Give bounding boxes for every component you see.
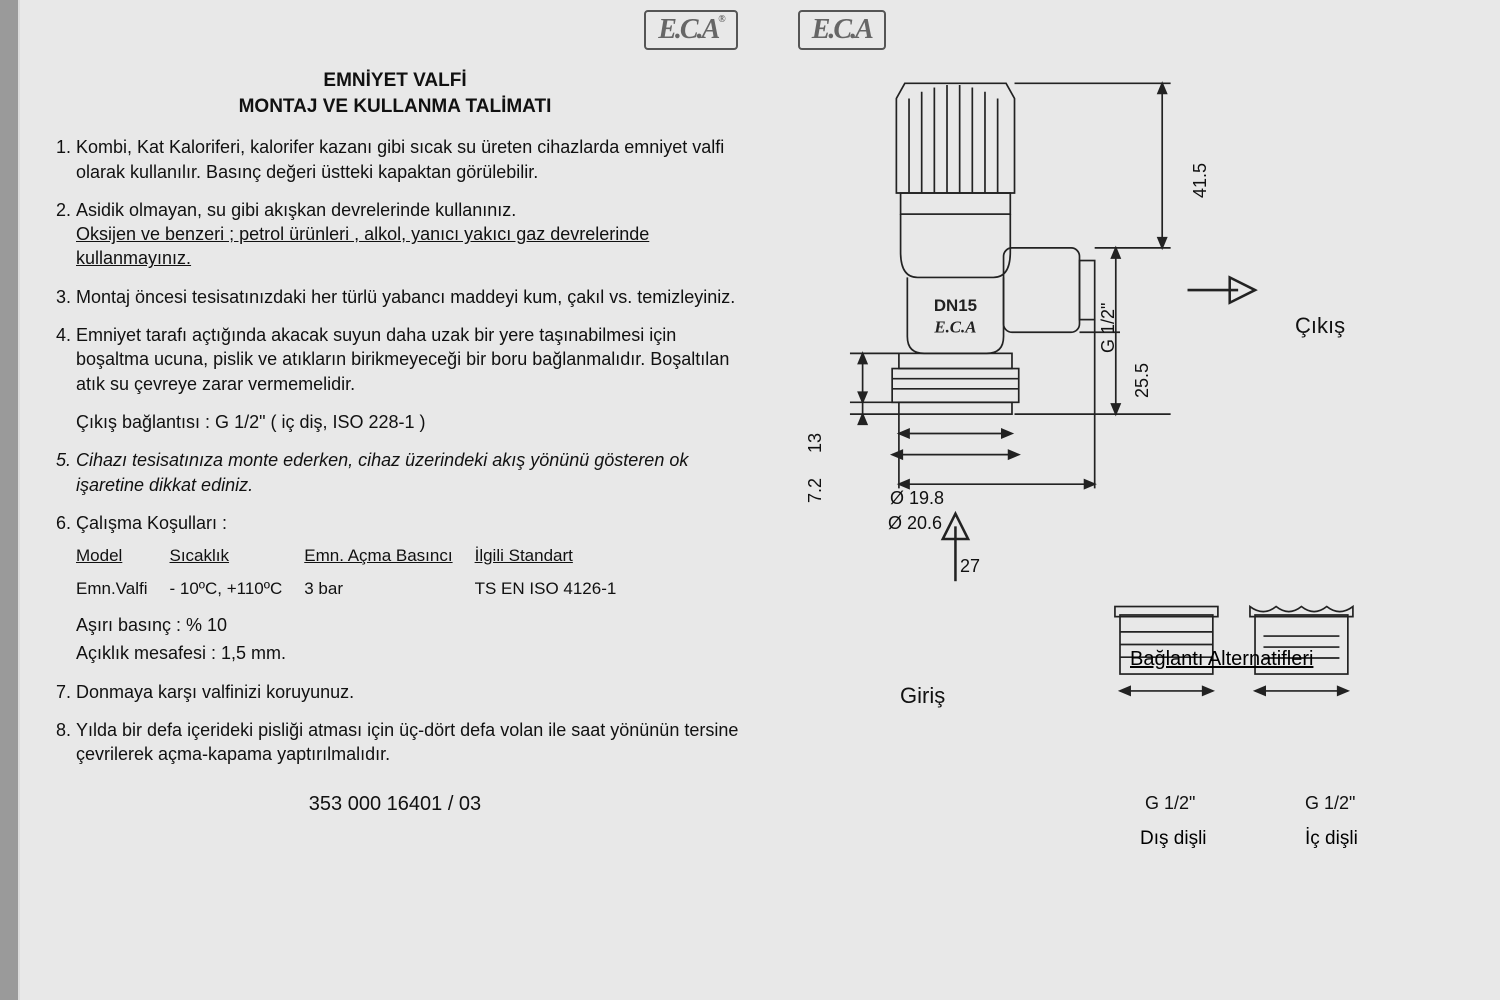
- spec-header-standard: İlgili Standart: [475, 543, 639, 570]
- part-number: 353 000 16401 / 03: [50, 791, 740, 818]
- spec-header-model: Model: [76, 543, 170, 570]
- spec-cell: 3 bar: [304, 576, 474, 603]
- conn-thread-label: G 1/2": [1145, 793, 1195, 814]
- logo-text: E.C.A: [812, 14, 872, 45]
- clearance-note: Açıklık mesafesi : 1,5 mm.: [76, 641, 740, 665]
- instruction-text: Montaj öncesi tesisatınızdaki her türlü …: [76, 287, 735, 307]
- diagram-column: DN15 E.C.A 41.5 25.5 G 1/2" 13 7.2 Ø 19.…: [760, 58, 1480, 818]
- brand-logo: E.C.A: [798, 10, 886, 50]
- page-edge: [0, 0, 18, 1000]
- spec-header-pressure: Emn. Açma Basıncı: [304, 543, 474, 570]
- spec-table: Model Sıcaklık Emn. Açma Basıncı İlgili …: [76, 543, 638, 603]
- instruction-item: Emniyet tarafı açtığında akacak suyun da…: [76, 323, 740, 396]
- valve-diagram: DN15 E.C.A: [760, 58, 1480, 818]
- body-brand: E.C.A: [933, 317, 976, 336]
- dim-diameter-1: Ø 19.8: [890, 488, 944, 509]
- instruction-text: Kombi, Kat Kaloriferi, kalorifer kazanı …: [76, 137, 724, 181]
- spec-cell: - 10ºC, +110ºC: [170, 576, 305, 603]
- instruction-item: Asidik olmayan, su gibi akışkan devreler…: [76, 198, 740, 271]
- instruction-text: Çalışma Koşulları :: [76, 513, 227, 533]
- outlet-label: Çıkış: [1295, 313, 1345, 339]
- title-line-2: MONTAJ VE KULLANMA TALİMATI: [50, 94, 740, 120]
- external-thread-label: Dış dişli: [1140, 828, 1207, 850]
- inlet-label: Giriş: [900, 683, 945, 709]
- spec-cell: TS EN ISO 4126-1: [475, 576, 639, 603]
- connection-alternatives-title: Bağlantı Alternatifleri: [1130, 648, 1313, 671]
- instruction-item: Cihazı tesisatınıza monte ederken, cihaz…: [76, 448, 740, 497]
- logo-text: E.C.A: [658, 14, 718, 45]
- document-sheet: E.C.A® E.C.A EMNİYET VALFİ MONTAJ VE KUL…: [20, 0, 1500, 1000]
- instruction-list: Cihazı tesisatınıza monte ederken, cihaz…: [50, 448, 740, 766]
- dim-height-13: 13: [805, 433, 826, 453]
- instruction-item: Çalışma Koşulları : Model Sıcaklık Emn. …: [76, 511, 740, 666]
- dim-thread: G 1/2": [1098, 303, 1119, 353]
- conn-thread-label: G 1/2": [1305, 793, 1355, 814]
- spec-header-temp: Sıcaklık: [170, 543, 305, 570]
- instructions-column: EMNİYET VALFİ MONTAJ VE KULLANMA TALİMAT…: [50, 58, 740, 818]
- instruction-text: Emniyet tarafı açtığında akacak suyun da…: [76, 325, 729, 394]
- dim-width: 27: [960, 556, 980, 577]
- instruction-text: Asidik olmayan, su gibi akışkan devreler…: [76, 200, 516, 220]
- body-marking: DN15: [934, 296, 977, 315]
- title-line-1: EMNİYET VALFİ: [50, 68, 740, 94]
- instruction-item: Montaj öncesi tesisatınızdaki her türlü …: [76, 285, 740, 309]
- brand-logo: E.C.A®: [644, 10, 738, 50]
- dim-height-7: 7.2: [805, 478, 826, 503]
- internal-thread-label: İç dişli: [1305, 828, 1358, 850]
- overpressure-note: Aşırı basınç : % 10: [76, 613, 740, 637]
- document-title: EMNİYET VALFİ MONTAJ VE KULLANMA TALİMAT…: [50, 68, 740, 119]
- outlet-connection-note: Çıkış bağlantısı : G 1/2" ( iç diş, ISO …: [76, 410, 740, 434]
- logo-row: E.C.A® E.C.A: [50, 10, 1480, 50]
- instruction-warning: Oksijen ve benzeri ; petrol ürünleri , a…: [76, 224, 649, 268]
- instruction-item: Donmaya karşı valfinizi koruyunuz.: [76, 680, 740, 704]
- instruction-text: Donmaya karşı valfinizi koruyunuz.: [76, 682, 354, 702]
- instruction-list: Kombi, Kat Kaloriferi, kalorifer kazanı …: [50, 135, 740, 396]
- dim-height-mid: 25.5: [1132, 363, 1153, 398]
- spec-extras: Aşırı basınç : % 10 Açıklık mesafesi : 1…: [76, 613, 740, 666]
- instruction-text: Cihazı tesisatınıza monte ederken, cihaz…: [76, 450, 688, 494]
- dim-diameter-2: Ø 20.6: [888, 513, 942, 534]
- dim-height-top: 41.5: [1190, 163, 1211, 198]
- instruction-item: Yılda bir defa içerideki pisliği atması …: [76, 718, 740, 767]
- spec-cell: Emn.Valfi: [76, 576, 170, 603]
- instruction-item: Kombi, Kat Kaloriferi, kalorifer kazanı …: [76, 135, 740, 184]
- instruction-text: Yılda bir defa içerideki pisliği atması …: [76, 720, 738, 764]
